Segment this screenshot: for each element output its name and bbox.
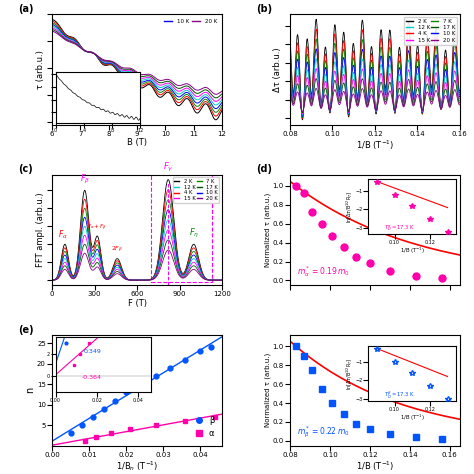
Y-axis label: Normalized τ (arb.u.): Normalized τ (arb.u.) — [264, 353, 271, 428]
Legend: 2 K, 12 K, 4 K, 15 K, 7 K, 17 K, 10 K, 20 K: 2 K, 12 K, 4 K, 15 K, 7 K, 17 K, 10 K, 2… — [404, 17, 457, 45]
Legend: 10 K, 20 K: 10 K, 20 K — [162, 17, 219, 27]
X-axis label: 1/B (T$^{-1}$): 1/B (T$^{-1}$) — [356, 459, 394, 473]
Y-axis label: τ (arb.u.): τ (arb.u.) — [36, 50, 45, 89]
Y-axis label: n: n — [26, 387, 36, 393]
Text: (a): (a) — [18, 4, 34, 14]
Y-axis label: Normalized τ (arb.u.): Normalized τ (arb.u.) — [264, 193, 271, 267]
Text: (d): (d) — [256, 164, 272, 174]
Y-axis label: FFT ampl. (arb.u.): FFT ampl. (arb.u.) — [36, 192, 45, 267]
Text: $F_\alpha+F_\beta$: $F_\alpha+F_\beta$ — [87, 223, 107, 233]
Text: $F_\alpha$: $F_\alpha$ — [58, 229, 68, 241]
Legend: 2 K, 12 K, 4 K, 15 K, 7 K, 17 K, 10 K, 20 K: 2 K, 12 K, 4 K, 15 K, 7 K, 17 K, 10 K, 2… — [173, 177, 219, 203]
Text: (c): (c) — [18, 164, 33, 174]
Text: $F_\eta$: $F_\eta$ — [189, 227, 199, 240]
Text: $F_\gamma$: $F_\gamma$ — [163, 161, 173, 174]
Text: (e): (e) — [18, 325, 34, 335]
X-axis label: 1/B$_n$ (T$^{-1}$): 1/B$_n$ (T$^{-1}$) — [116, 459, 158, 473]
Text: $m^*_\beta = 0.22\, m_0$: $m^*_\beta = 0.22\, m_0$ — [297, 425, 349, 440]
Text: (b): (b) — [256, 4, 272, 14]
Legend: β, α: β, α — [187, 412, 218, 441]
Text: $2F_\beta$: $2F_\beta$ — [111, 245, 123, 255]
Y-axis label: Δτ (arb.u.): Δτ (arb.u.) — [273, 47, 283, 92]
Text: $m^*_\alpha = 0.19\, m_0$: $m^*_\alpha = 0.19\, m_0$ — [297, 264, 350, 279]
Text: $F_\beta$: $F_\beta$ — [80, 173, 90, 186]
X-axis label: 1/B (T$^{-1}$): 1/B (T$^{-1}$) — [356, 138, 394, 152]
X-axis label: B (T): B (T) — [127, 138, 147, 147]
X-axis label: F (T): F (T) — [128, 299, 146, 308]
Bar — [151, 169, 212, 282]
